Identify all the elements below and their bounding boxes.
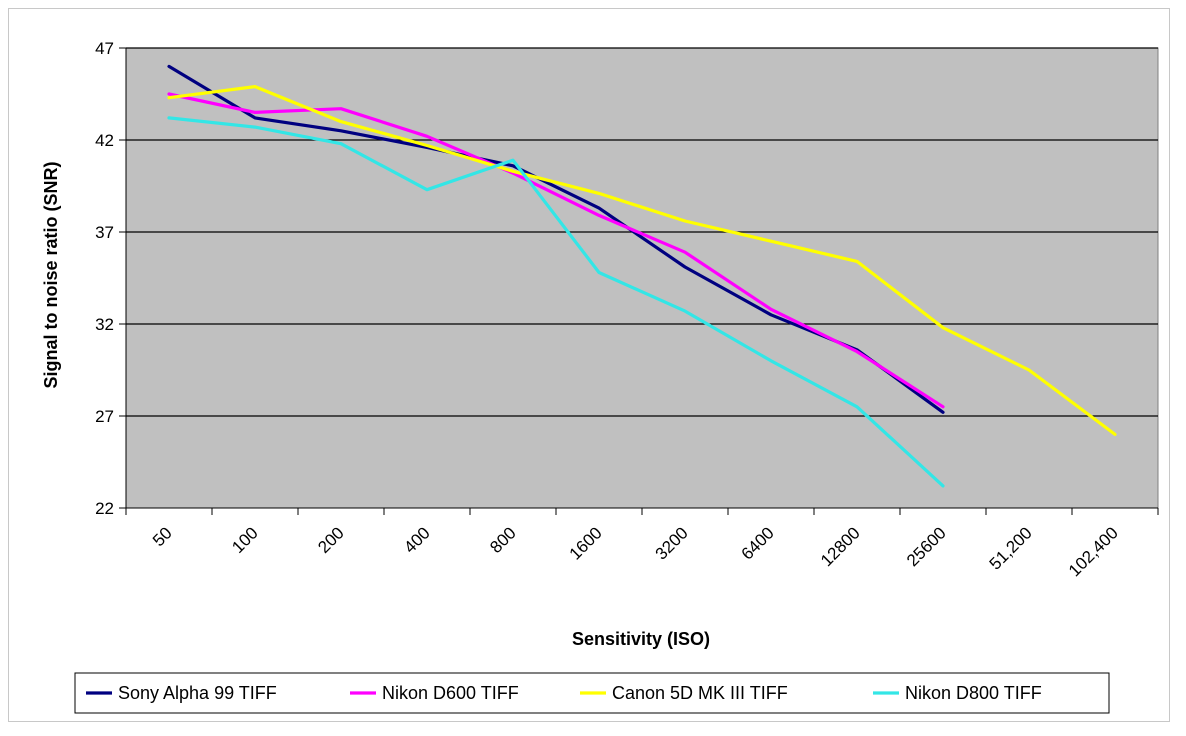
x-axis-title: Sensitivity (ISO) xyxy=(572,629,710,649)
x-tick-label: 100 xyxy=(228,523,261,556)
y-tick-label: 42 xyxy=(95,131,114,150)
x-tick-label: 3200 xyxy=(652,523,692,563)
legend-label: Canon 5D MK III TIFF xyxy=(612,683,788,703)
x-tick-label: 6400 xyxy=(738,523,778,563)
series-line-nikon-d800-tiff xyxy=(167,116,945,488)
x-tick-label: 200 xyxy=(314,523,347,556)
legend-label: Sony Alpha 99 TIFF xyxy=(118,683,277,703)
y-tick-label: 32 xyxy=(95,315,114,334)
x-tick-label: 50 xyxy=(149,523,176,550)
gridlines xyxy=(126,47,1158,417)
y-tick-label: 47 xyxy=(95,39,114,58)
x-tick-label: 800 xyxy=(486,523,519,556)
x-tick-label: 12800 xyxy=(817,523,864,570)
x-tick-label: 1600 xyxy=(566,523,606,563)
series-lines xyxy=(167,64,1117,488)
legend-label: Nikon D600 TIFF xyxy=(382,683,519,703)
x-tick-label: 102,400 xyxy=(1065,523,1122,580)
y-tick-label: 27 xyxy=(95,407,114,426)
x-tick-label: 51,200 xyxy=(986,523,1036,573)
x-tick-label: 400 xyxy=(400,523,433,556)
x-tick-label: 25600 xyxy=(903,523,950,570)
series-line-canon-5d-mk-iii-tiff xyxy=(167,84,1117,436)
plot-area xyxy=(125,47,1159,509)
y-tick-label: 37 xyxy=(95,223,114,242)
y-tick-label: 22 xyxy=(95,499,114,518)
series-line-sony-alpha-99-tiff xyxy=(167,64,945,414)
y-axis-title: Signal to noise ratio (SNR) xyxy=(41,161,61,388)
legend-label: Nikon D800 TIFF xyxy=(905,683,1042,703)
series-line-nikon-d600-tiff xyxy=(167,92,945,409)
legend: Sony Alpha 99 TIFF Nikon D600 TIFF Canon 5… xyxy=(74,672,1110,714)
